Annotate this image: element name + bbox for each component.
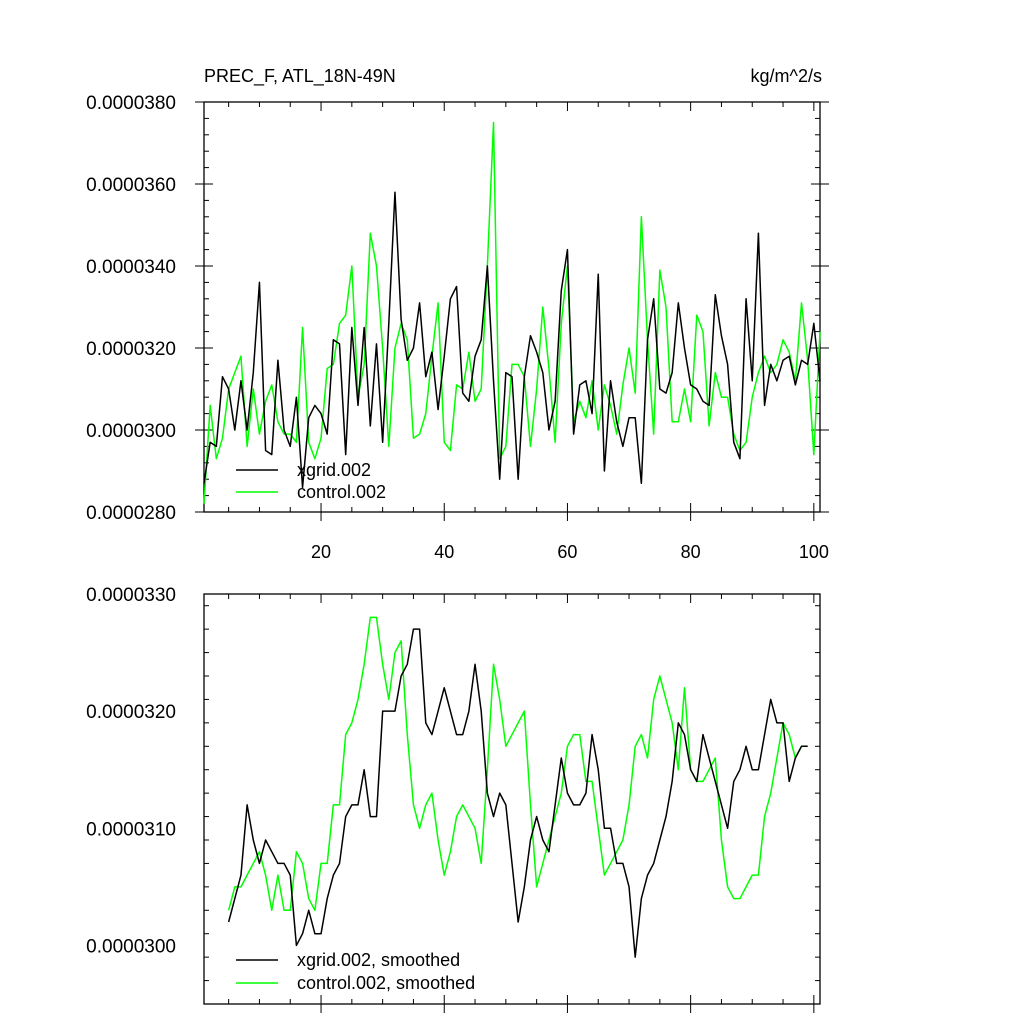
top-plot-title: PREC_F, ATL_18N-49N <box>204 66 396 87</box>
legend-label: control.002, smoothed <box>297 973 475 993</box>
y-tick-label: 0.0000360 <box>86 175 176 196</box>
y-tick-label: 0.0000330 <box>86 585 176 606</box>
x-tick-label: 60 <box>557 542 577 562</box>
y-tick-label: 0.0000310 <box>86 819 176 840</box>
y-tick-label: 0.0000320 <box>86 339 176 360</box>
y-tick-label: 0.0000280 <box>86 503 176 524</box>
plot-frame <box>203 593 821 1005</box>
top-plot-panel: PREC_F, ATL_18N-49N kg/m^2/s 20 40 60 80 100… <box>86 66 829 562</box>
top-plot-units: kg/m^2/s <box>751 66 822 86</box>
series-line-xgrid <box>203 191 821 489</box>
plot-frame <box>203 101 821 513</box>
y-tick-label: 0.0000320 <box>86 702 176 723</box>
series-line-control <box>203 121 821 504</box>
legend-label: xgrid.002 <box>297 460 371 480</box>
x-tick-label: 20 <box>311 542 331 562</box>
legend-label: xgrid.002, smoothed <box>297 950 460 970</box>
y-tick-label: 0.0000300 <box>86 936 176 957</box>
y-tick-label: 0.0000380 <box>86 93 176 114</box>
legend-label: control.002 <box>297 482 386 502</box>
y-tick-label: 0.0000340 <box>86 257 176 278</box>
x-tick-label: 80 <box>681 542 701 562</box>
x-tick-label: 40 <box>434 542 454 562</box>
series-line-xgrid <box>227 628 808 958</box>
bottom-plot-panel: 0.0000300 0.0000310 0.0000320 0.0000330 xgri… <box>86 585 821 1013</box>
x-tick-label: 100 <box>799 542 829 562</box>
y-tick-label: 0.0000300 <box>86 421 176 442</box>
